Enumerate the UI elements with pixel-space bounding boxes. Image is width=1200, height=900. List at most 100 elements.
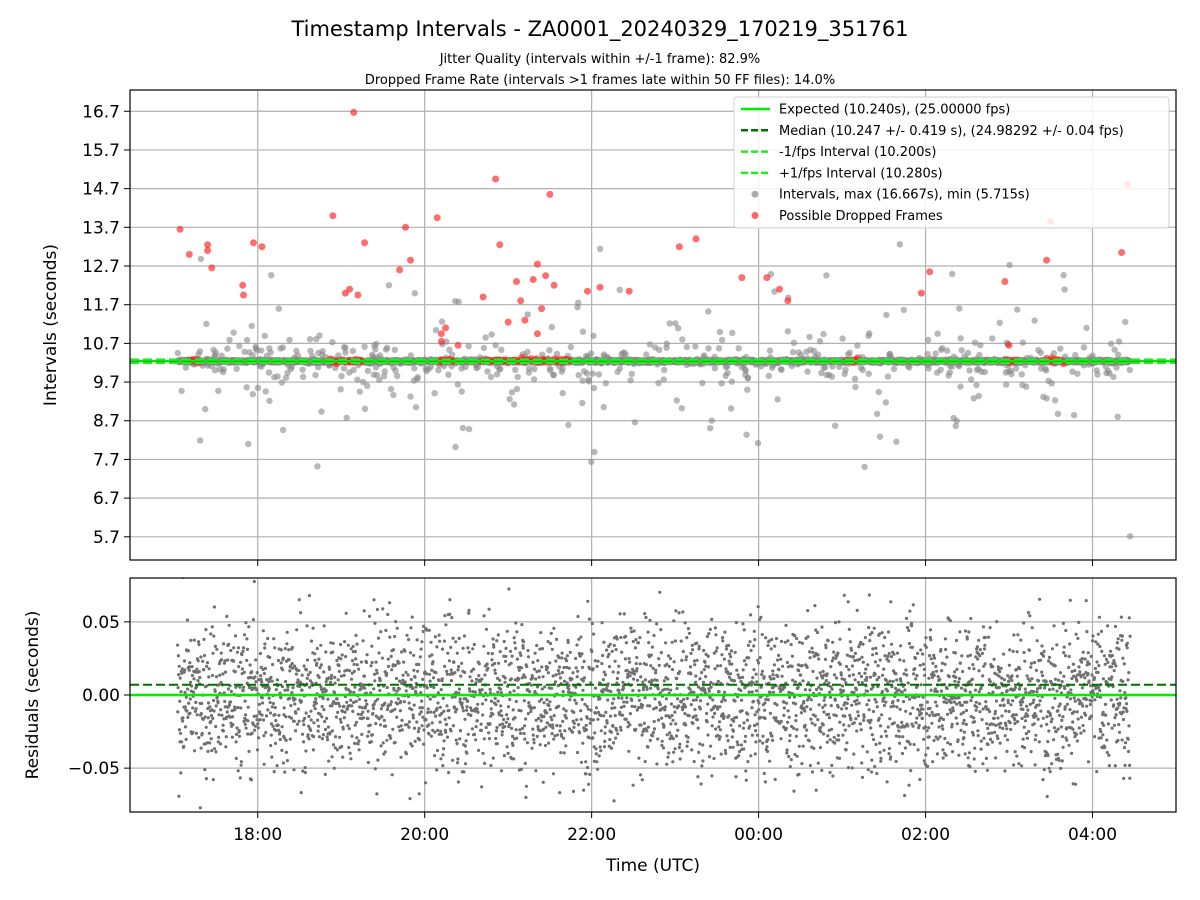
- interval-point: [220, 366, 227, 373]
- y-tick-label: 11.7: [82, 296, 120, 316]
- residual-point: [332, 700, 336, 704]
- residual-point: [214, 675, 219, 679]
- residual-point: [180, 740, 184, 744]
- residual-point: [363, 686, 367, 690]
- residual-point: [288, 669, 292, 673]
- dropped-frame-point: [533, 260, 541, 268]
- residual-point: [335, 748, 339, 752]
- residual-point: [285, 759, 289, 763]
- interval-point: [203, 320, 210, 328]
- residual-point: [267, 680, 271, 684]
- residual-point: [297, 598, 301, 602]
- residual-point: [347, 727, 351, 731]
- interval-point: [381, 368, 388, 375]
- residual-point: [210, 625, 214, 629]
- interval-point: [202, 405, 209, 413]
- residual-point: [211, 778, 215, 782]
- residual-point: [254, 680, 258, 684]
- residual-point: [249, 676, 253, 680]
- residual-point: [250, 670, 254, 674]
- dropped-frame-point: [513, 278, 520, 285]
- residual-point: [354, 633, 358, 638]
- interval-point: [506, 396, 513, 403]
- residual-point: [246, 732, 250, 736]
- residual-point: [219, 651, 223, 655]
- residual-point: [235, 732, 239, 737]
- residual-point: [324, 650, 328, 654]
- residual-point: [305, 676, 309, 681]
- residual-point: [307, 724, 311, 728]
- residual-point: [317, 724, 321, 728]
- dropped-frame-point: [784, 297, 792, 305]
- residual-point: [353, 741, 357, 746]
- residual-point: [262, 671, 266, 676]
- residual-point: [336, 701, 341, 706]
- residual-point: [181, 716, 185, 720]
- residual-point: [300, 732, 305, 736]
- residual-point: [284, 679, 288, 684]
- interval-point: [510, 401, 518, 408]
- interval-point: [932, 350, 939, 357]
- residual-point: [283, 647, 287, 651]
- interval-point: [924, 336, 932, 344]
- residual-point: [205, 741, 209, 745]
- residual-point: [195, 667, 199, 671]
- interval-point: [275, 305, 282, 312]
- residual-point: [321, 696, 325, 701]
- residual-point: [240, 653, 244, 657]
- interval-point: [900, 306, 907, 314]
- residual-point: [198, 806, 202, 810]
- residual-point: [243, 722, 247, 726]
- residual-point: [219, 708, 223, 712]
- residual-point: [330, 704, 334, 708]
- interval-point: [774, 396, 781, 403]
- interval-point: [744, 374, 752, 381]
- y-tick-label: 14.7: [82, 180, 120, 200]
- interval-point: [459, 424, 467, 432]
- dropped-frame-point: [917, 289, 925, 297]
- interval-point: [859, 366, 866, 374]
- y-tick-label: 9.7: [93, 373, 120, 393]
- interval-point: [525, 365, 533, 372]
- residual-point: [359, 660, 364, 664]
- residual-point: [366, 709, 370, 713]
- residual-point: [186, 715, 190, 720]
- residual-point: [214, 724, 218, 729]
- residual-point: [312, 721, 316, 725]
- residual-point: [189, 680, 193, 684]
- residual-point: [302, 723, 306, 727]
- interval-point: [1048, 380, 1055, 387]
- residual-point: [229, 689, 233, 694]
- interval-point: [1014, 306, 1021, 313]
- residual-point: [209, 632, 213, 636]
- interval-point: [1083, 324, 1090, 332]
- residual-point: [214, 704, 218, 708]
- residual-point: [334, 735, 338, 739]
- residual-point: [258, 651, 262, 656]
- residual-point: [254, 714, 259, 718]
- interval-point: [828, 373, 836, 380]
- interval-point: [946, 369, 953, 376]
- interval-point: [373, 340, 380, 348]
- residual-point: [260, 696, 264, 700]
- interval-point: [391, 346, 398, 353]
- residual-point: [239, 706, 243, 710]
- interval-point: [678, 405, 685, 412]
- interval-point: [865, 370, 872, 377]
- residual-point: [239, 763, 243, 767]
- residual-point: [245, 658, 249, 663]
- interval-point: [944, 347, 951, 354]
- interval-point: [1080, 344, 1088, 351]
- interval-point: [1107, 340, 1115, 347]
- residual-point: [215, 647, 219, 651]
- y-tick-label: 5.7: [93, 528, 120, 548]
- residual-point: [246, 719, 250, 723]
- residual-point: [306, 733, 310, 737]
- residual-point: [318, 666, 322, 670]
- residual-point: [309, 718, 313, 722]
- interval-point: [212, 349, 219, 356]
- interval-point: [784, 328, 791, 335]
- interval-point: [804, 368, 811, 375]
- legend-entry: Intervals, max (16.667s), min (5.715s): [779, 188, 1030, 203]
